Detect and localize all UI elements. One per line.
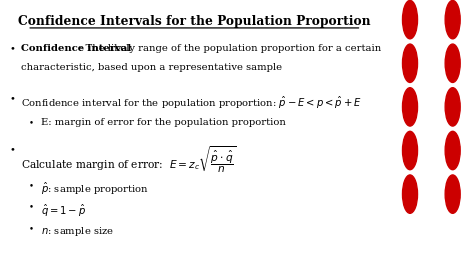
- Text: E: margin of error for the population proportion: E: margin of error for the population pr…: [41, 118, 286, 127]
- Text: Confidence Intervals for the Population Proportion: Confidence Intervals for the Population …: [18, 15, 371, 28]
- Circle shape: [444, 0, 462, 43]
- Text: Calculate margin of error:  $E = z_c\sqrt{\dfrac{\hat{p}\cdot\hat{q}}{n}}$: Calculate margin of error: $E = z_c\sqrt…: [21, 145, 237, 175]
- Circle shape: [402, 175, 418, 213]
- Text: •: •: [29, 118, 34, 127]
- Text: •: •: [29, 203, 34, 212]
- Text: •: •: [29, 181, 34, 190]
- Circle shape: [444, 128, 462, 173]
- Text: : The likely range of the population proportion for a certain: : The likely range of the population pro…: [79, 44, 381, 53]
- Circle shape: [444, 84, 462, 130]
- Text: characteristic, based upon a representative sample: characteristic, based upon a representat…: [21, 63, 283, 72]
- Text: •: •: [9, 44, 16, 53]
- Circle shape: [402, 131, 418, 170]
- Text: $\hat{p}$: sample proportion: $\hat{p}$: sample proportion: [41, 181, 149, 197]
- Text: Confidence interval: Confidence interval: [21, 44, 132, 53]
- Text: $n$: sample size: $n$: sample size: [41, 225, 114, 238]
- Circle shape: [402, 44, 418, 82]
- Circle shape: [445, 131, 460, 170]
- Text: [ ]: [ ]: [425, 237, 438, 247]
- Circle shape: [402, 1, 418, 39]
- Text: $\hat{q} = 1 - \hat{p}$: $\hat{q} = 1 - \hat{p}$: [41, 203, 86, 219]
- Text: •: •: [9, 94, 16, 103]
- Circle shape: [401, 128, 419, 173]
- Text: •: •: [9, 145, 16, 154]
- Circle shape: [445, 88, 460, 126]
- Circle shape: [401, 84, 419, 130]
- Circle shape: [402, 88, 418, 126]
- Text: Confidence interval for the population proportion: $\hat{p} - E < p < \hat{p} + : Confidence interval for the population p…: [21, 94, 362, 111]
- Circle shape: [401, 171, 419, 217]
- Circle shape: [444, 171, 462, 217]
- Circle shape: [401, 0, 419, 43]
- Circle shape: [445, 44, 460, 82]
- Circle shape: [444, 40, 462, 86]
- Circle shape: [445, 1, 460, 39]
- Circle shape: [445, 175, 460, 213]
- Circle shape: [401, 40, 419, 86]
- Text: •: •: [29, 225, 34, 234]
